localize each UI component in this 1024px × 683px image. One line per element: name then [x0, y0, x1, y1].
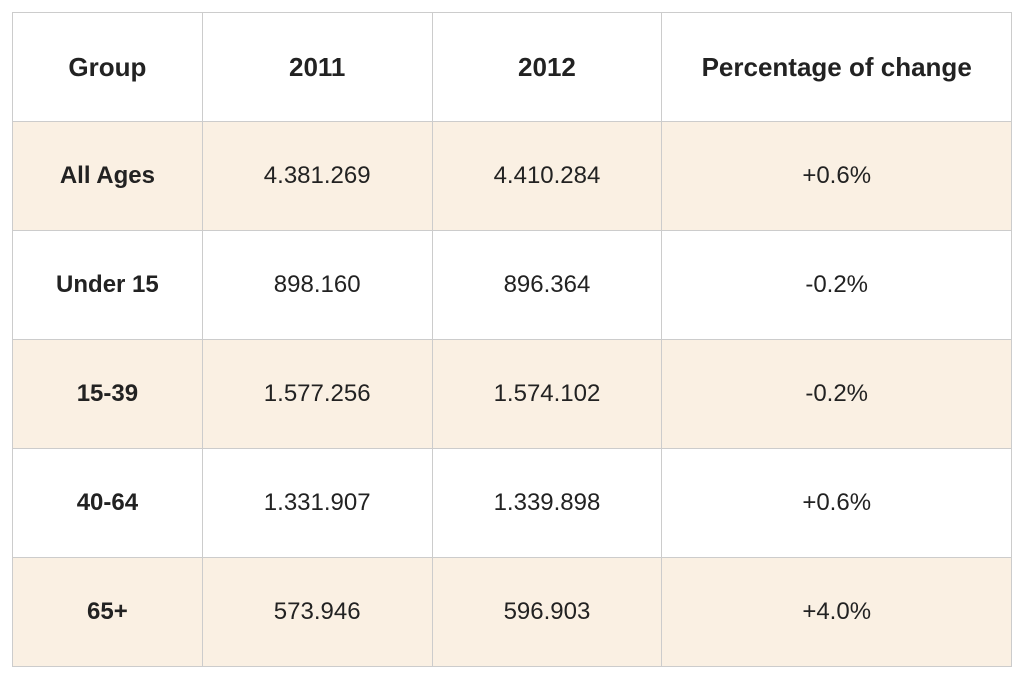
cell-2012: 1.339.898 [432, 449, 662, 558]
cell-pct: +0.6% [662, 449, 1012, 558]
table-row: 40-64 1.331.907 1.339.898 +0.6% [13, 449, 1012, 558]
cell-2012: 896.364 [432, 231, 662, 340]
cell-2012: 4.410.284 [432, 122, 662, 231]
cell-pct: -0.2% [662, 231, 1012, 340]
col-header-2011: 2011 [202, 13, 432, 122]
cell-2011: 1.331.907 [202, 449, 432, 558]
cell-pct: +0.6% [662, 122, 1012, 231]
table-header-row: Group 2011 2012 Percentage of change [13, 13, 1012, 122]
cell-group: Under 15 [13, 231, 203, 340]
col-header-group: Group [13, 13, 203, 122]
table-row: Under 15 898.160 896.364 -0.2% [13, 231, 1012, 340]
col-header-pct: Percentage of change [662, 13, 1012, 122]
cell-2011: 1.577.256 [202, 340, 432, 449]
cell-pct: +4.0% [662, 558, 1012, 667]
cell-2012: 1.574.102 [432, 340, 662, 449]
cell-2012: 596.903 [432, 558, 662, 667]
table-row: 15-39 1.577.256 1.574.102 -0.2% [13, 340, 1012, 449]
cell-group: All Ages [13, 122, 203, 231]
cell-pct: -0.2% [662, 340, 1012, 449]
cell-2011: 4.381.269 [202, 122, 432, 231]
cell-2011: 573.946 [202, 558, 432, 667]
cell-group: 40-64 [13, 449, 203, 558]
table-row: All Ages 4.381.269 4.410.284 +0.6% [13, 122, 1012, 231]
table-row: 65+ 573.946 596.903 +4.0% [13, 558, 1012, 667]
cell-group: 65+ [13, 558, 203, 667]
age-group-table: Group 2011 2012 Percentage of change All… [12, 12, 1012, 667]
cell-group: 15-39 [13, 340, 203, 449]
col-header-2012: 2012 [432, 13, 662, 122]
cell-2011: 898.160 [202, 231, 432, 340]
